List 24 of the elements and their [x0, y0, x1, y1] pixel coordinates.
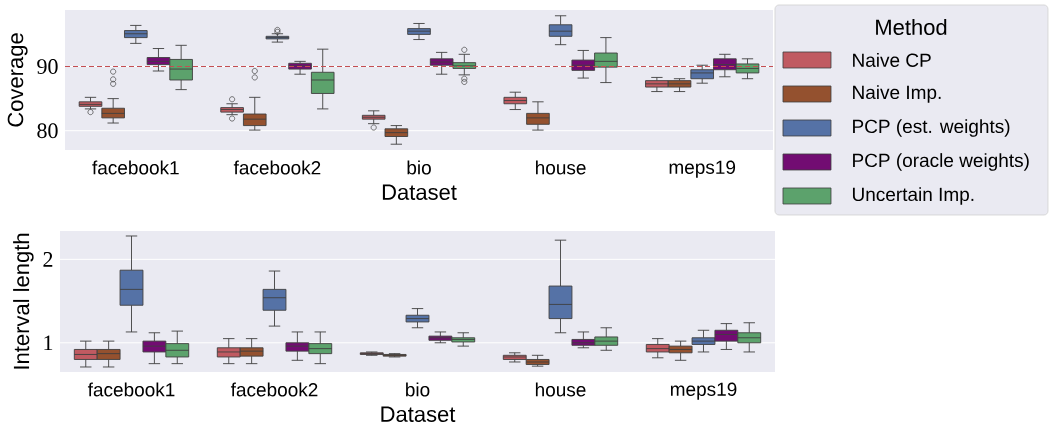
x-tick-label: facebook2 [233, 160, 321, 175]
y-axis-title: Interval length [13, 233, 34, 369]
legend-label: PCP (oracle weights) [853, 153, 1029, 171]
legend-label: Naive CP [853, 53, 931, 67]
x-tick-label: meps19 [669, 160, 736, 178]
y-tick-label: 1 [44, 335, 53, 351]
y-tick-label: 2 [43, 252, 53, 267]
legend-title: Method [876, 18, 947, 36]
x-tick-label: bio [407, 160, 431, 175]
x-axis-title: Dataset [382, 184, 457, 200]
y-tick-label: 90 [37, 59, 58, 74]
x-tick-label: meps19 [670, 382, 737, 400]
x-tick-label: house [536, 160, 586, 175]
y-axis-title: Coverage [7, 33, 28, 127]
x-tick-label: house [535, 382, 586, 397]
x-tick-label: facebook1 [92, 160, 179, 175]
x-axis-title: Dataset [381, 406, 456, 422]
legend-label: Naive Imp. [853, 85, 941, 103]
x-tick-label: bio [406, 382, 430, 397]
x-tick-label: facebook2 [230, 382, 318, 397]
legend-label: Uncertain Imp. [852, 187, 974, 205]
x-tick-label: facebook1 [87, 382, 175, 397]
legend-label: PCP (est. weights) [853, 119, 1010, 137]
y-tick-label: 80 [37, 123, 58, 139]
